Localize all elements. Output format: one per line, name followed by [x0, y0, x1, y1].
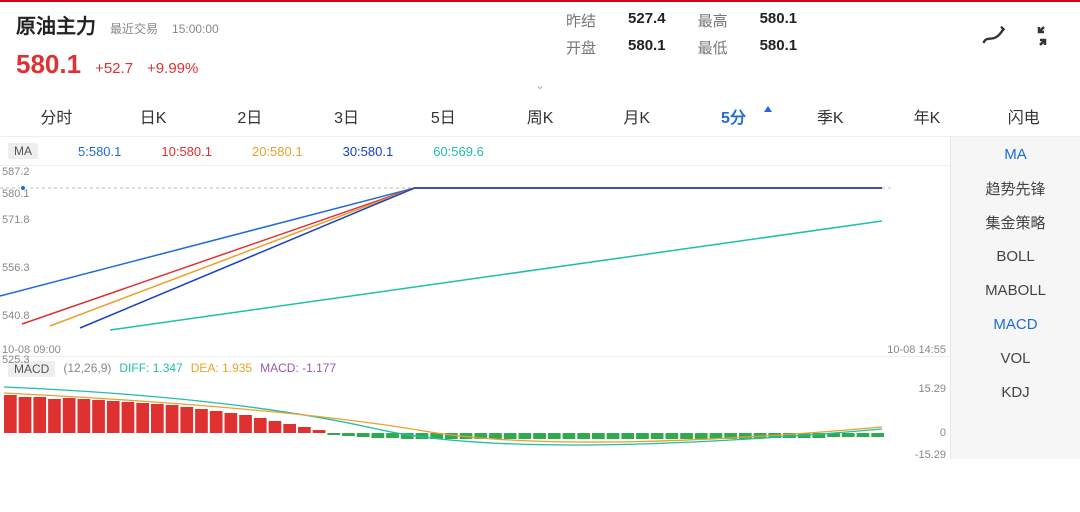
- price-chart[interactable]: [0, 166, 942, 356]
- tab-月K[interactable]: 月K: [588, 104, 685, 128]
- instrument-title: 原油主力: [16, 10, 96, 39]
- macd-y-tick: 15.29: [918, 383, 946, 395]
- macd-dea: DEA: 1.935: [191, 361, 252, 377]
- tab-周K[interactable]: 周K: [492, 104, 589, 128]
- indicator-BOLL[interactable]: BOLL: [951, 239, 1080, 273]
- trade-label: 最近交易: [110, 20, 158, 37]
- indicator-MACD[interactable]: MACD: [951, 307, 1080, 341]
- tab-闪电[interactable]: 闪电: [975, 104, 1072, 128]
- tab-日K[interactable]: 日K: [105, 104, 202, 128]
- ma-label: MA: [8, 143, 38, 159]
- x-start: 10-08 09:00: [2, 344, 61, 356]
- tab-年K[interactable]: 年K: [879, 104, 976, 128]
- price-change: +52.7: [95, 60, 133, 77]
- ma-value-3: 30:580.1: [343, 144, 394, 159]
- low-value: 580.1: [760, 37, 798, 58]
- tab-5日[interactable]: 5日: [395, 104, 492, 128]
- y-tick: 540.8: [2, 310, 30, 322]
- y-tick: 587.2: [2, 166, 30, 178]
- macd-val: MACD: -1.177: [260, 361, 336, 377]
- trade-time: 15:00:00: [172, 22, 219, 36]
- tab-2日[interactable]: 2日: [201, 104, 298, 128]
- macd-y-tick: 0: [940, 427, 946, 439]
- indicator-MA[interactable]: MA: [951, 137, 1080, 171]
- tab-季K[interactable]: 季K: [782, 104, 879, 128]
- macd-params: (12,26,9): [63, 361, 111, 377]
- ma-value-4: 60:569.6: [433, 144, 484, 159]
- prev-close-label: 昨结: [566, 10, 596, 31]
- collapse-icon[interactable]: [1030, 24, 1054, 48]
- indicator-MABOLL[interactable]: MABOLL: [951, 273, 1080, 307]
- y-tick: 580.1: [2, 188, 30, 200]
- high-value: 580.1: [760, 10, 798, 31]
- macd-diff: DIFF: 1.347: [119, 361, 182, 377]
- x-end: 10-08 14:55: [887, 344, 946, 356]
- macd-chart[interactable]: [0, 381, 942, 459]
- ma-value-2: 20:580.1: [252, 144, 303, 159]
- indicator-KDJ[interactable]: KDJ: [951, 375, 1080, 409]
- indicator-VOL[interactable]: VOL: [951, 341, 1080, 375]
- tab-3日[interactable]: 3日: [298, 104, 395, 128]
- ma-value-1: 10:580.1: [161, 144, 212, 159]
- high-label: 最高: [698, 10, 728, 31]
- tab-分时[interactable]: 分时: [8, 104, 105, 128]
- expand-caret-icon[interactable]: ⌄: [0, 78, 1080, 92]
- y-tick: 571.8: [2, 214, 30, 226]
- open-value: 580.1: [628, 37, 666, 58]
- last-price: 580.1: [16, 49, 81, 80]
- draw-icon[interactable]: [980, 22, 1008, 50]
- prev-close-value: 527.4: [628, 10, 666, 31]
- macd-y-tick: -15.29: [915, 449, 946, 461]
- indicator-趋势先锋[interactable]: 趋势先锋: [951, 171, 1080, 205]
- price-change-pct: +9.99%: [147, 60, 198, 77]
- open-label: 开盘: [566, 37, 596, 58]
- low-label: 最低: [698, 37, 728, 58]
- ma-value-0: 5:580.1: [78, 144, 121, 159]
- indicator-集金策略[interactable]: 集金策略: [951, 205, 1080, 239]
- tab-5分[interactable]: 5分: [685, 104, 782, 128]
- y-tick: 556.3: [2, 262, 30, 274]
